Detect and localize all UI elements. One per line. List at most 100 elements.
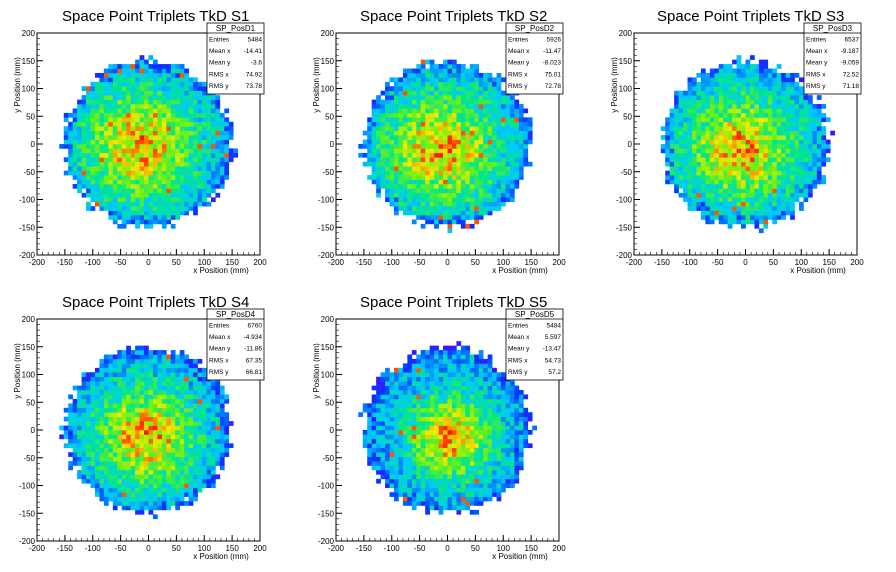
heatmap-cell: [700, 121, 706, 127]
heatmap-cell: [117, 157, 123, 163]
heatmap-cell: [193, 206, 198, 211]
heatmap-cell: [674, 170, 679, 176]
heatmap-cell: [139, 117, 145, 123]
heatmap-cell: [148, 416, 154, 422]
heatmap-cell: [170, 188, 176, 194]
heatmap-cell: [732, 68, 737, 74]
heatmap-cell: [99, 126, 105, 131]
heatmap-cell: [451, 215, 457, 220]
heatmap-cell: [385, 421, 390, 426]
heatmap-cell: [161, 505, 167, 511]
heatmap-cell: [456, 72, 462, 78]
heatmap-cell: [825, 117, 831, 123]
heatmap-cell: [148, 390, 154, 395]
heatmap-cell: [518, 148, 524, 154]
heatmap-cell: [465, 68, 471, 74]
heatmap-cell: [434, 139, 439, 145]
heatmap-cell: [434, 161, 439, 167]
heatmap-cell: [389, 188, 395, 194]
heatmap-cell: [705, 77, 711, 83]
heatmap-cell: [188, 372, 194, 378]
heatmap-cell: [144, 72, 149, 78]
heatmap-cell: [790, 121, 795, 127]
heatmap-cell: [371, 398, 377, 404]
heatmap-cell: [126, 192, 131, 198]
y-tick-label: 50: [26, 398, 35, 407]
heatmap-cell: [732, 157, 737, 163]
heatmap-cell: [469, 139, 475, 145]
heatmap-cell: [380, 135, 386, 140]
heatmap-cell: [117, 438, 123, 444]
heatmap-cell: [126, 95, 131, 100]
y-tick-label: 100: [22, 85, 36, 94]
heatmap-cell: [139, 135, 145, 140]
heatmap-cell: [425, 192, 430, 198]
heatmap-cell: [696, 188, 702, 194]
heatmap-cell: [785, 126, 791, 131]
heatmap-cell: [696, 81, 702, 87]
heatmap-cell: [465, 144, 471, 149]
heatmap-cell: [389, 483, 395, 489]
heatmap-cell: [94, 487, 100, 493]
heatmap-cell: [456, 210, 462, 216]
heatmap-cell: [90, 86, 96, 92]
heatmap-cell: [429, 95, 435, 100]
heatmap-cell: [402, 376, 408, 382]
heatmap-cell: [202, 201, 207, 207]
heatmap-cell: [117, 381, 123, 386]
heatmap-cell: [144, 112, 149, 118]
heatmap-cell: [745, 161, 751, 167]
heatmap-cell: [696, 95, 702, 100]
heatmap-cell: [741, 139, 746, 145]
heatmap-cell: [175, 447, 181, 453]
heatmap-cell: [210, 381, 216, 386]
heatmap-cell: [380, 90, 386, 96]
heatmap-cell: [776, 121, 782, 127]
heatmap-cell: [456, 183, 462, 189]
heatmap-cell: [144, 452, 149, 457]
heatmap-cell: [496, 183, 502, 189]
heatmap-cell: [179, 144, 185, 149]
heatmap-cell: [496, 112, 502, 118]
heatmap-cell: [402, 487, 408, 493]
heatmap-cell: [669, 157, 675, 163]
heatmap-cell: [135, 469, 140, 475]
heatmap-cell: [434, 188, 439, 194]
heatmap-cell: [438, 86, 444, 92]
heatmap-cell: [59, 434, 65, 440]
heatmap-cell: [152, 90, 158, 96]
heatmap-cell: [438, 104, 444, 109]
heatmap-cell: [460, 95, 466, 100]
heatmap-cell: [148, 175, 154, 180]
heatmap-cell: [460, 104, 466, 109]
heatmap-cell: [112, 505, 118, 511]
heatmap-cell: [696, 121, 702, 127]
heatmap-cell: [527, 139, 533, 145]
heatmap-cell: [411, 99, 417, 105]
heatmap-cell: [705, 112, 711, 118]
heatmap-cell: [718, 112, 724, 118]
heatmap-cell: [184, 483, 189, 489]
heatmap-cell: [443, 152, 448, 158]
heatmap-cell: [215, 179, 221, 185]
heatmap-cell: [81, 148, 87, 154]
heatmap-cell: [117, 403, 123, 409]
heatmap-cell: [425, 215, 430, 220]
heatmap-cell: [135, 201, 140, 207]
heatmap-cell: [785, 179, 791, 185]
heatmap-cell: [718, 201, 724, 207]
heatmap-cell: [144, 192, 149, 198]
heatmap-cell: [130, 438, 136, 444]
heatmap-cell: [790, 139, 795, 145]
heatmap-cell: [77, 121, 82, 127]
heatmap-cell: [184, 130, 189, 136]
heatmap-cell: [718, 210, 724, 216]
heatmap-cell: [108, 381, 114, 386]
heatmap-cell: [745, 183, 751, 189]
heatmap-cell: [723, 161, 728, 167]
heatmap-cell: [723, 135, 728, 140]
heatmap-cell: [749, 152, 755, 158]
heatmap-cell: [202, 456, 207, 462]
heatmap-cell: [108, 152, 114, 158]
heatmap-cell: [745, 72, 751, 78]
